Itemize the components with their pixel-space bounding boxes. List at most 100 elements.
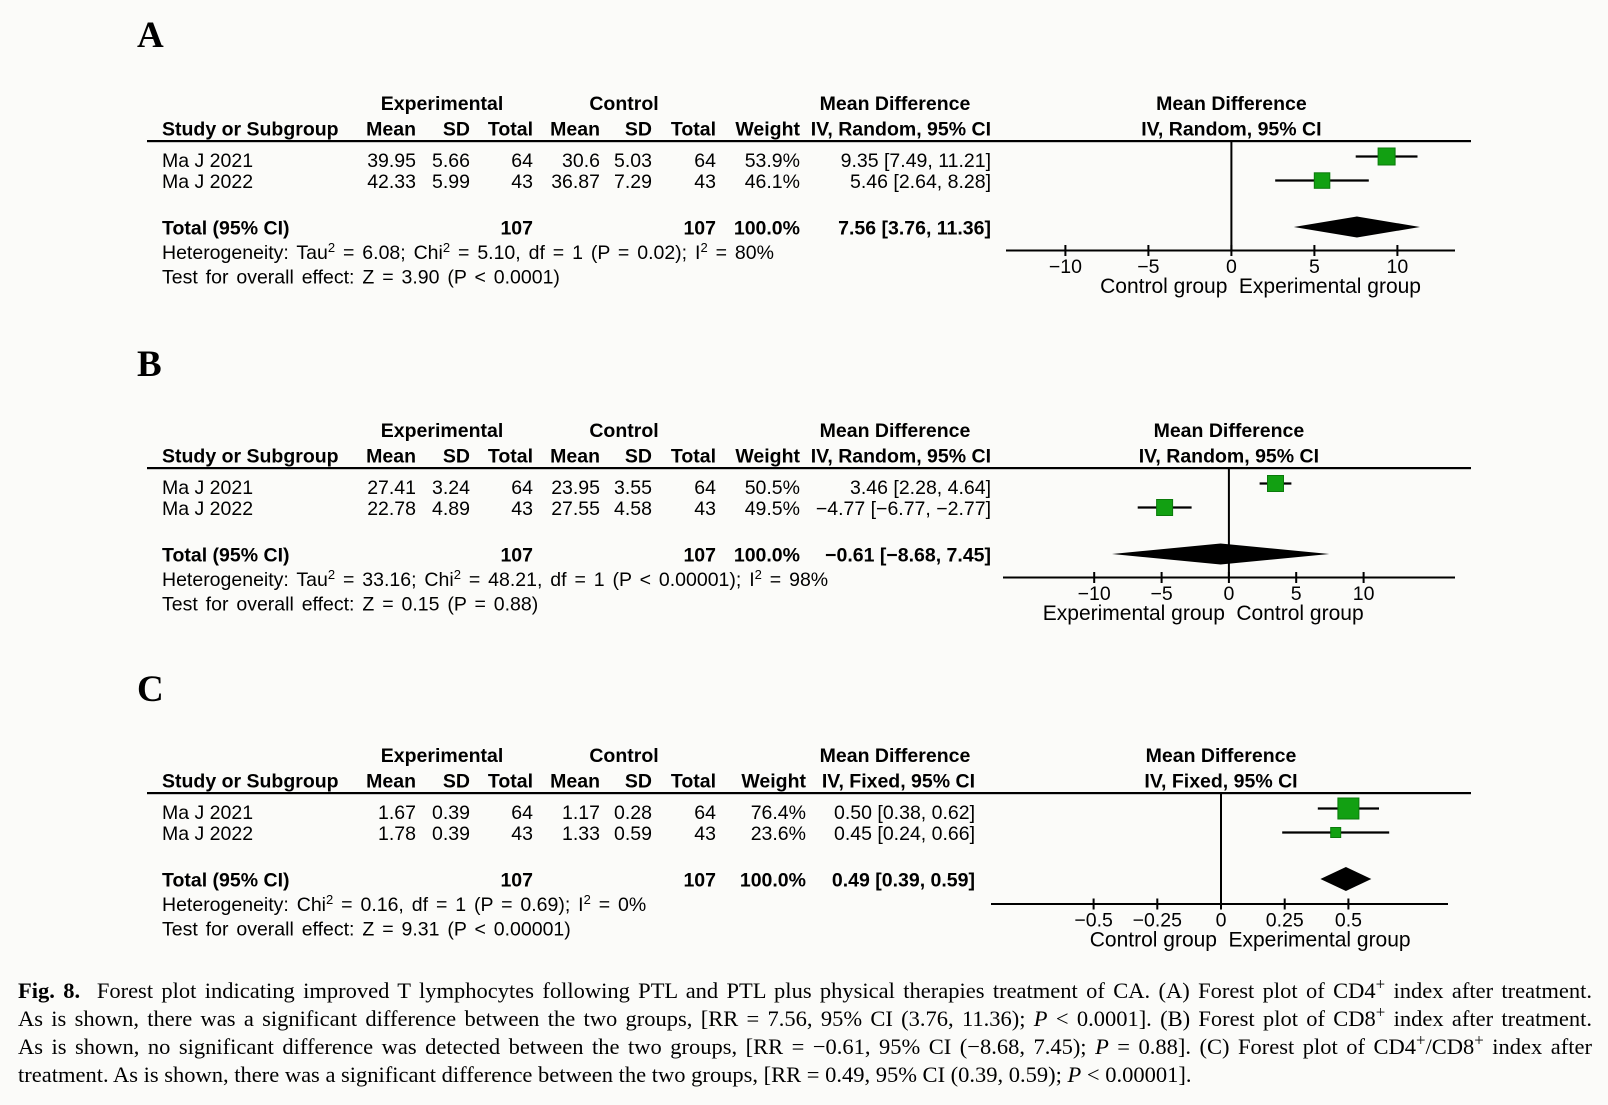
svg-text:43: 43 xyxy=(694,823,716,845)
svg-text:−0.61 [−8.68, 7.45]: −0.61 [−8.68, 7.45] xyxy=(825,545,991,567)
svg-text:100.0%: 100.0% xyxy=(734,218,800,240)
svg-text:−10: −10 xyxy=(1049,256,1082,278)
svg-text:Control: Control xyxy=(589,745,658,767)
svg-text:100.0%: 100.0% xyxy=(734,545,800,567)
svg-text:64: 64 xyxy=(511,477,533,499)
svg-text:IV, Fixed, 95% CI: IV, Fixed, 95% CI xyxy=(1144,771,1297,793)
svg-text:64: 64 xyxy=(511,150,533,172)
svg-text:23.95: 23.95 xyxy=(551,477,600,499)
svg-text:64: 64 xyxy=(694,477,716,499)
svg-text:0.50 [0.38, 0.62]: 0.50 [0.38, 0.62] xyxy=(834,802,975,824)
svg-text:SD: SD xyxy=(625,771,652,793)
svg-text:0: 0 xyxy=(1223,583,1234,605)
svg-text:107: 107 xyxy=(500,218,533,240)
svg-text:IV, Random, 95% CI: IV, Random, 95% CI xyxy=(1141,119,1321,141)
svg-text:49.5%: 49.5% xyxy=(745,498,800,520)
svg-text:0.25: 0.25 xyxy=(1266,910,1304,932)
svg-text:Heterogeneity: Chi2​ = 0.16, d: Heterogeneity: Chi2​ = 0.16, df = 1 (P =… xyxy=(162,892,646,916)
svg-text:SD: SD xyxy=(443,771,470,793)
svg-text:107: 107 xyxy=(683,545,716,567)
svg-text:IV, Random, 95% CI: IV, Random, 95% CI xyxy=(811,119,991,141)
svg-text:43: 43 xyxy=(694,498,716,520)
svg-text:43: 43 xyxy=(511,498,533,520)
svg-text:107: 107 xyxy=(683,870,716,892)
svg-text:−0.25: −0.25 xyxy=(1133,910,1182,932)
svg-text:10: 10 xyxy=(1387,256,1409,278)
svg-text:B: B xyxy=(137,344,162,385)
svg-text:Experimental: Experimental xyxy=(381,93,503,115)
svg-text:−0.5: −0.5 xyxy=(1074,910,1113,932)
svg-text:0.39: 0.39 xyxy=(432,802,470,824)
svg-text:SD: SD xyxy=(625,119,652,141)
svg-text:0.5: 0.5 xyxy=(1335,910,1362,932)
svg-text:1.78: 1.78 xyxy=(378,823,416,845)
svg-text:5.66: 5.66 xyxy=(432,150,470,172)
svg-text:0: 0 xyxy=(1226,256,1237,278)
svg-text:64: 64 xyxy=(694,150,716,172)
svg-text:Control group: Control group xyxy=(1100,275,1227,298)
svg-text:Mean: Mean xyxy=(550,446,600,468)
svg-text:1.67: 1.67 xyxy=(378,802,416,824)
svg-text:23.6%: 23.6% xyxy=(751,823,806,845)
svg-text:Total: Total xyxy=(671,446,716,468)
svg-text:Total: Total xyxy=(671,119,716,141)
svg-text:Mean Difference: Mean Difference xyxy=(820,745,971,767)
svg-text:Study or Subgroup: Study or Subgroup xyxy=(162,119,339,141)
svg-text:107: 107 xyxy=(500,870,533,892)
svg-text:46.1%: 46.1% xyxy=(745,171,800,193)
svg-text:Heterogeneity: Tau2​ = 33.16;: Heterogeneity: Tau2​ = 33.16; Chi2​ = 48… xyxy=(162,567,828,591)
svg-text:4.58: 4.58 xyxy=(614,498,652,520)
svg-text:Total (95% CI): Total (95% CI) xyxy=(162,545,289,567)
svg-text:IV, Random, 95% CI: IV, Random, 95% CI xyxy=(811,446,991,468)
svg-text:Total (95% CI): Total (95% CI) xyxy=(162,218,289,240)
svg-text:Test for overall effect: Z = 9: Test for overall effect: Z = 9.31 (P < 0… xyxy=(162,919,571,941)
svg-text:5.46 [2.64, 8.28]: 5.46 [2.64, 8.28] xyxy=(850,171,991,193)
svg-text:100.0%: 100.0% xyxy=(740,870,806,892)
svg-text:76.4%: 76.4% xyxy=(751,802,806,824)
svg-text:Heterogeneity: Tau2​ = 6.08; C: Heterogeneity: Tau2​ = 6.08; Chi2​ = 5.1… xyxy=(162,240,774,264)
svg-text:7.29: 7.29 xyxy=(614,171,652,193)
svg-text:5.99: 5.99 xyxy=(432,171,470,193)
svg-text:Weight: Weight xyxy=(741,771,806,793)
svg-text:0.39: 0.39 xyxy=(432,823,470,845)
svg-text:Mean: Mean xyxy=(366,119,416,141)
svg-text:36.87: 36.87 xyxy=(551,171,600,193)
svg-text:Experimental: Experimental xyxy=(381,420,503,442)
svg-text:Ma J 2021: Ma J 2021 xyxy=(162,802,253,824)
svg-text:Mean Difference: Mean Difference xyxy=(820,93,971,115)
svg-text:SD: SD xyxy=(625,446,652,468)
svg-text:Mean Difference: Mean Difference xyxy=(1156,93,1307,115)
svg-text:−5: −5 xyxy=(1150,583,1172,605)
svg-text:Mean Difference: Mean Difference xyxy=(820,420,971,442)
svg-text:Weight: Weight xyxy=(735,446,800,468)
svg-text:Experimental group: Experimental group xyxy=(1229,929,1411,952)
svg-text:IV, Fixed, 95% CI: IV, Fixed, 95% CI xyxy=(822,771,975,793)
svg-text:Test for overall effect: Z = 3: Test for overall effect: Z = 3.90 (P < 0… xyxy=(162,267,560,289)
svg-text:Total: Total xyxy=(488,771,533,793)
svg-text:107: 107 xyxy=(500,545,533,567)
svg-text:0.59: 0.59 xyxy=(614,823,652,845)
svg-text:4.89: 4.89 xyxy=(432,498,470,520)
svg-text:1.33: 1.33 xyxy=(562,823,600,845)
svg-text:64: 64 xyxy=(694,802,716,824)
svg-text:0.45 [0.24, 0.66]: 0.45 [0.24, 0.66] xyxy=(834,823,975,845)
svg-text:43: 43 xyxy=(511,171,533,193)
svg-text:Mean: Mean xyxy=(366,446,416,468)
svg-text:0: 0 xyxy=(1216,910,1227,932)
svg-text:Mean: Mean xyxy=(366,771,416,793)
svg-text:Study or Subgroup: Study or Subgroup xyxy=(162,771,339,793)
svg-text:43: 43 xyxy=(511,823,533,845)
svg-text:Total (95% CI): Total (95% CI) xyxy=(162,870,289,892)
svg-text:3.55: 3.55 xyxy=(614,477,652,499)
svg-text:5: 5 xyxy=(1291,583,1302,605)
svg-text:Control: Control xyxy=(589,93,658,115)
svg-text:Ma J 2022: Ma J 2022 xyxy=(162,498,253,520)
svg-text:30.6: 30.6 xyxy=(562,150,600,172)
svg-text:SD: SD xyxy=(443,446,470,468)
svg-text:Mean Difference: Mean Difference xyxy=(1146,745,1297,767)
svg-text:Study or Subgroup: Study or Subgroup xyxy=(162,446,339,468)
svg-text:3.24: 3.24 xyxy=(432,477,470,499)
svg-text:Total: Total xyxy=(671,771,716,793)
svg-text:Control: Control xyxy=(589,420,658,442)
svg-text:53.9%: 53.9% xyxy=(745,150,800,172)
